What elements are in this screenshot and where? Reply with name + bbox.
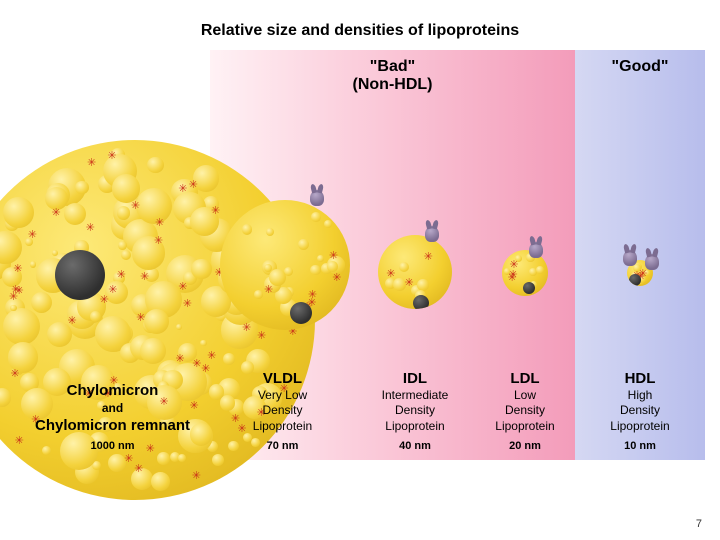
label-chylo-name: Chylomicron bbox=[15, 382, 210, 399]
label-col-ldl: LDL Low Density Lipoprotein 20 nm bbox=[475, 50, 575, 460]
label-col-vldl: VLDL Very Low Density Lipoprotein 70 nm bbox=[210, 50, 355, 460]
label-ldl-full1: Low bbox=[475, 389, 575, 403]
label-vldl-name: VLDL bbox=[210, 370, 355, 387]
label-vldl-full3: Lipoprotein bbox=[210, 420, 355, 434]
label-col-hdl: HDL High Density Lipoprotein 10 nm bbox=[575, 50, 705, 460]
label-idl-full3: Lipoprotein bbox=[355, 420, 475, 434]
label-chylo-and: and bbox=[15, 401, 210, 415]
page-number: 7 bbox=[696, 518, 702, 530]
label-ldl-full3: Lipoprotein bbox=[475, 420, 575, 434]
lipoprotein-diagram: "Bad" (Non-HDL) "Good" ✳✳✳✳✳✳✳✳✳✳✳✳✳✳✳✳✳… bbox=[15, 50, 705, 460]
label-ldl-full2: Density bbox=[475, 404, 575, 418]
page-title: Relative size and densities of lipoprote… bbox=[0, 0, 720, 50]
label-hdl-full3: Lipoprotein bbox=[575, 420, 705, 434]
label-chylo-size: 1000 nm bbox=[15, 440, 210, 452]
label-hdl-name: HDL bbox=[575, 370, 705, 387]
label-chylo-name2: Chylomicron remnant bbox=[15, 417, 210, 434]
label-hdl-full2: Density bbox=[575, 404, 705, 418]
label-idl-name: IDL bbox=[355, 370, 475, 387]
label-idl-full1: Intermediate bbox=[355, 389, 475, 403]
label-hdl-full1: High bbox=[575, 389, 705, 403]
label-idl-size: 40 nm bbox=[355, 440, 475, 452]
label-vldl-full2: Density bbox=[210, 404, 355, 418]
label-hdl-size: 10 nm bbox=[575, 440, 705, 452]
label-vldl-full1: Very Low bbox=[210, 389, 355, 403]
label-col-idl: IDL Intermediate Density Lipoprotein 40 … bbox=[355, 50, 475, 460]
label-vldl-size: 70 nm bbox=[210, 440, 355, 452]
label-ldl-name: LDL bbox=[475, 370, 575, 387]
label-ldl-size: 20 nm bbox=[475, 440, 575, 452]
label-idl-full2: Density bbox=[355, 404, 475, 418]
label-col-chylo: Chylomicron and Chylomicron remnant 1000… bbox=[15, 50, 210, 460]
